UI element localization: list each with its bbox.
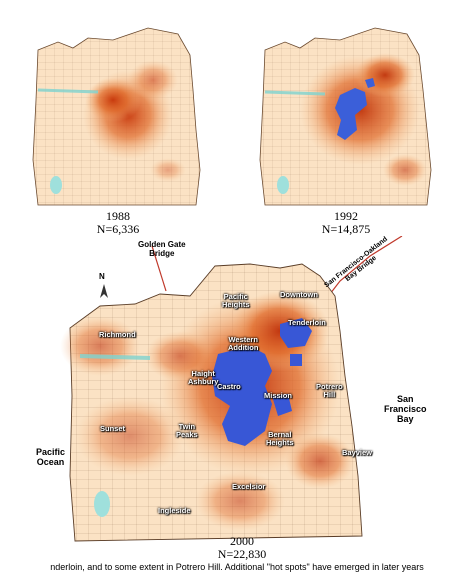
label-pacific-ocean: Pacific Ocean xyxy=(36,447,66,467)
label-downtown: Downtown xyxy=(280,290,318,299)
map-2000-caption: 2000 N=22,830 xyxy=(212,535,272,561)
caption-text-fragment: nderloin, and to some extent in Potrero … xyxy=(50,562,424,572)
golden-gate-bridge-line xyxy=(151,245,167,292)
label-sunset: Sunset xyxy=(100,424,126,433)
label-bayview: Bayview xyxy=(342,448,373,457)
label-ingleside: Ingleside xyxy=(158,506,191,515)
hotspot-1992 xyxy=(335,88,367,140)
hotspot-2000-tenderloin xyxy=(280,318,312,348)
map-2000 xyxy=(60,236,403,542)
label-western-addition: Western Addition xyxy=(228,335,259,352)
label-richmond: Richmond xyxy=(99,330,136,339)
label-mission: Mission xyxy=(264,391,292,400)
north-label: N xyxy=(99,272,105,281)
label-haight-ashbury: Haight Ashbury xyxy=(188,369,219,386)
map-1992-count: N=14,875 xyxy=(321,222,371,236)
map-1988-year: 1988 xyxy=(106,209,130,223)
map-1992-caption: 1992 N=14,875 xyxy=(296,210,396,236)
bay-bridge-line xyxy=(329,236,403,295)
label-potrero-hill: Potrero Hill xyxy=(316,382,343,399)
label-excelsior: Excelsior xyxy=(232,482,266,491)
label-golden-gate-bridge: Golden Gate Bridge xyxy=(138,240,186,258)
label-castro: Castro xyxy=(217,382,241,391)
map-1988 xyxy=(32,27,201,206)
map-2000-count: N=22,830 xyxy=(217,547,267,561)
north-arrow-icon xyxy=(100,284,108,298)
label-twin-peaks: Twin Peaks xyxy=(176,422,198,439)
map-1992 xyxy=(259,27,432,206)
hotspot-2000-central xyxy=(212,346,272,446)
map-1988-count: N=6,336 xyxy=(96,222,140,236)
map-2000-year: 2000 xyxy=(230,534,254,548)
map-1992-year: 1992 xyxy=(334,209,358,223)
map-1988-caption: 1988 N=6,336 xyxy=(68,210,168,236)
label-sf-bay: San Francisco Bay xyxy=(384,394,427,424)
label-tenderloin: Tenderloin xyxy=(288,318,326,327)
label-bernal-heights: Bernal Heights xyxy=(266,430,294,447)
label-pacific-heights: Pacific Heights xyxy=(222,292,250,309)
